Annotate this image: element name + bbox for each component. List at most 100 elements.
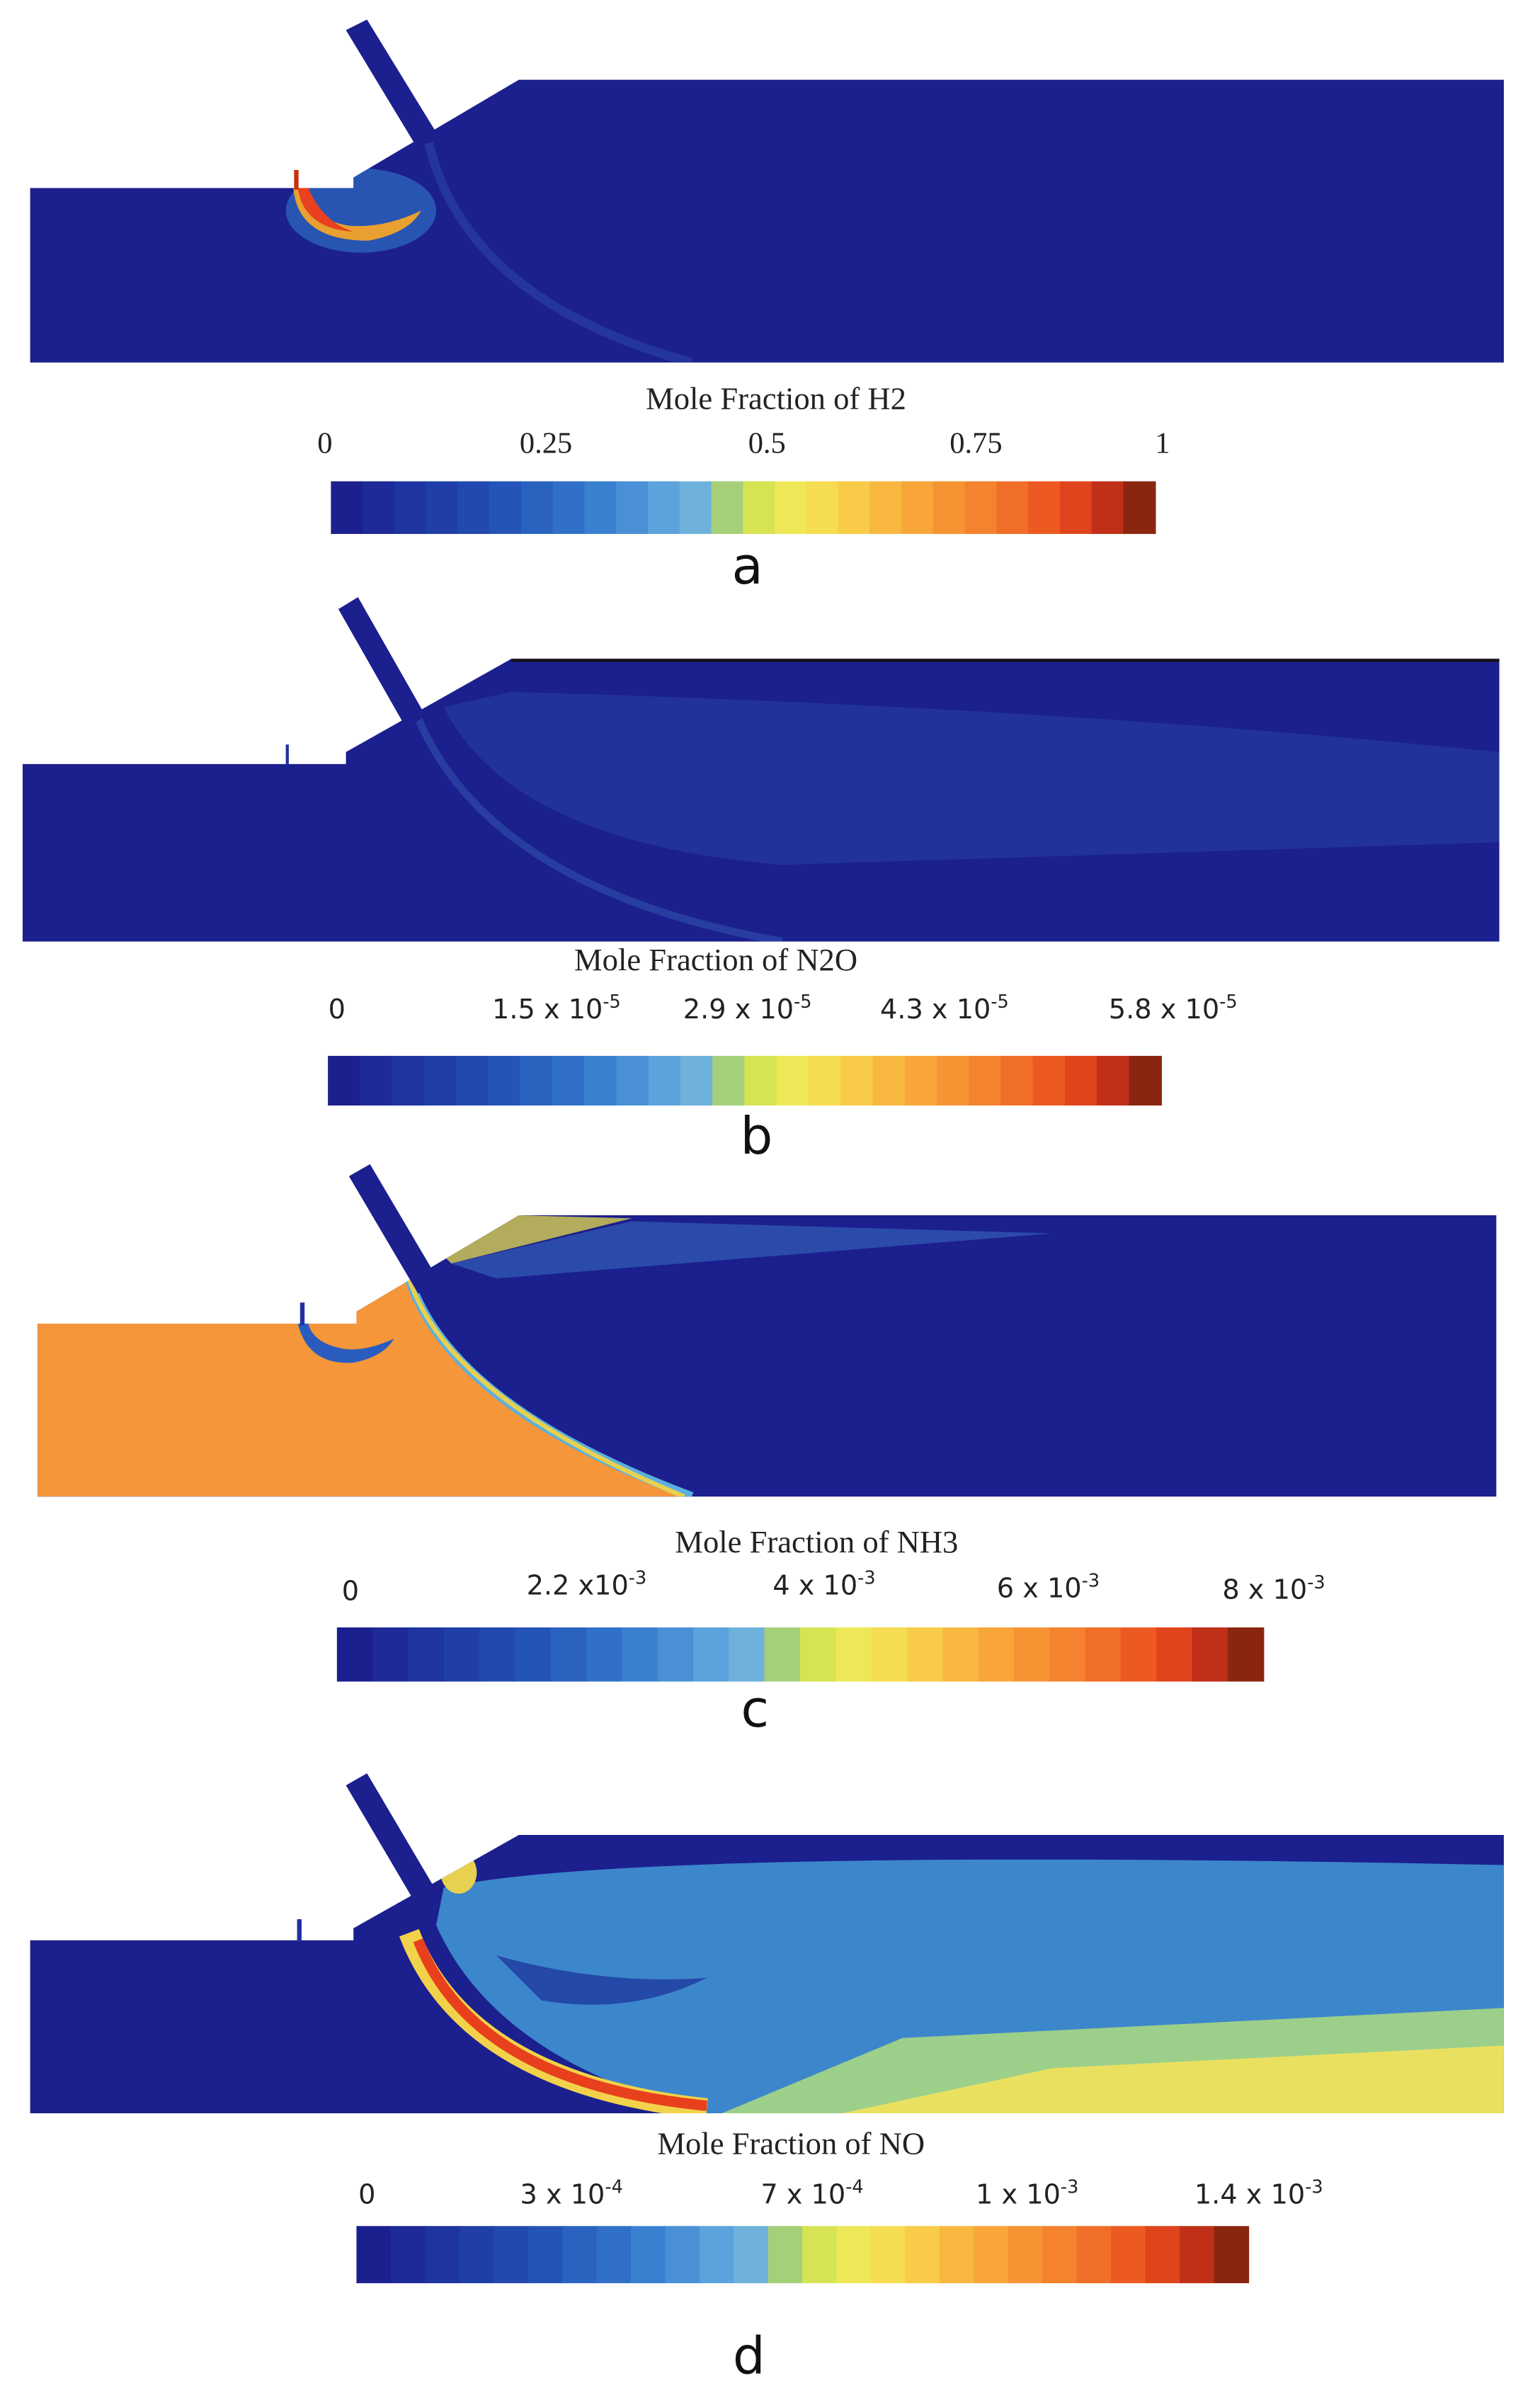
colorbar-step xyxy=(776,1055,810,1106)
colorbar-step xyxy=(1179,2226,1215,2283)
colorbar-step xyxy=(457,481,491,534)
colorbar-step xyxy=(456,1055,489,1106)
colorbar-step xyxy=(734,2226,769,2283)
colorbar-step xyxy=(515,1627,552,1682)
panel-label: a xyxy=(732,537,763,596)
tick-exponent: -3 xyxy=(1082,1571,1100,1592)
colorbar-step xyxy=(550,1627,588,1682)
tick-label: 4.3 x 10-5 xyxy=(880,991,1009,1025)
colorbar-step xyxy=(459,2226,495,2283)
colorbar-step xyxy=(1000,1055,1034,1106)
tick-exponent: -5 xyxy=(991,991,1008,1013)
tick-label: 0.5 xyxy=(748,426,786,460)
colorbar-step xyxy=(392,1055,426,1106)
tick-exponent: -5 xyxy=(1219,991,1237,1013)
colorbar-step xyxy=(648,1055,682,1106)
tick-exponent: -3 xyxy=(1307,1572,1325,1593)
colorbar-step xyxy=(425,2226,461,2283)
tick-text: 3 x 10 xyxy=(520,2179,605,2210)
tick-text: 7 x 10 xyxy=(760,2179,845,2210)
tick-label: 8 x 10-3 xyxy=(1222,1572,1325,1606)
tick-label: 0.25 xyxy=(520,426,572,460)
colorbar-step xyxy=(906,1627,944,1682)
colorbar-step xyxy=(904,1055,938,1106)
colorbar-step xyxy=(520,1055,554,1106)
tick-exponent: -3 xyxy=(629,1567,646,1588)
colorbar-step xyxy=(630,2226,666,2283)
field-a xyxy=(30,19,1504,363)
colorbar-step xyxy=(743,481,776,534)
colorbar-step xyxy=(1123,481,1156,534)
colorbar-step xyxy=(744,1055,777,1106)
colorbar-step xyxy=(942,1627,979,1682)
colorbar-step xyxy=(693,1627,730,1682)
colorbar xyxy=(328,1055,1162,1106)
colorbar-step xyxy=(328,1055,361,1106)
colorbar-step xyxy=(331,481,364,534)
colorbar-step xyxy=(729,1627,765,1682)
tick-label: 6 x 10-3 xyxy=(997,1571,1100,1605)
colorbar-step xyxy=(712,1055,746,1106)
colorbar-step xyxy=(764,1627,802,1682)
colorbar-step xyxy=(1032,1055,1066,1106)
tick-exponent: -3 xyxy=(857,1567,875,1588)
tick-label: 3 x 10-4 xyxy=(520,2177,623,2211)
colorbar-step xyxy=(426,481,459,534)
colorbar-step xyxy=(806,481,839,534)
colorbar-step xyxy=(978,1627,1015,1682)
colorbar-step xyxy=(494,2226,529,2283)
tick-exponent: -4 xyxy=(845,2177,863,2198)
colorbar-step xyxy=(584,481,617,534)
colorbar-step xyxy=(1091,481,1124,534)
tick-label: 0.75 xyxy=(949,426,1002,460)
colorbar-step xyxy=(768,2226,804,2283)
colorbar-step xyxy=(1145,2226,1181,2283)
colorbar xyxy=(331,481,1156,534)
colorbar-step xyxy=(869,481,903,534)
tick-text: 2.9 x 10 xyxy=(683,994,794,1025)
colorbar-step xyxy=(872,1055,906,1106)
colorbar-step xyxy=(1192,1627,1229,1682)
tick-text: 4.3 x 10 xyxy=(880,994,991,1025)
colorbar-title: Mole Fraction of N2O xyxy=(574,942,857,977)
tick-label: 7 x 10-4 xyxy=(760,2177,863,2211)
colorbar-step xyxy=(1064,1055,1098,1106)
colorbar-step xyxy=(360,1055,393,1106)
colorbar-step xyxy=(479,1627,516,1682)
tick-label: 2.2 x10-3 xyxy=(527,1567,647,1601)
colorbar-step xyxy=(799,1627,837,1682)
panel-label: c xyxy=(741,1680,769,1739)
colorbar-step xyxy=(802,2226,838,2283)
colorbar-step xyxy=(1013,1627,1051,1682)
tick-text: 4 x 10 xyxy=(772,1570,857,1601)
colorbar-step xyxy=(647,481,681,534)
colorbar-step xyxy=(838,481,871,534)
colorbar-step xyxy=(423,1055,457,1106)
tick-label: 0 xyxy=(329,994,346,1025)
tick-text: 5.8 x 10 xyxy=(1109,994,1219,1025)
colorbar-step xyxy=(974,2226,1010,2283)
colorbar-step xyxy=(394,481,427,534)
colorbar-step xyxy=(408,1627,445,1682)
colorbar-step xyxy=(372,1627,409,1682)
colorbar-step xyxy=(1042,2226,1078,2283)
colorbar-step xyxy=(489,481,523,534)
tick-label: 1 xyxy=(1155,426,1170,460)
colorbar-step xyxy=(699,2226,735,2283)
colorbar-step xyxy=(527,2226,564,2283)
colorbar-step xyxy=(808,1055,842,1106)
colorbar-step xyxy=(1028,481,1061,534)
colorbar-step xyxy=(520,481,554,534)
colorbar-step xyxy=(1156,1627,1193,1682)
colorbar-step xyxy=(356,2226,392,2283)
colorbar-step xyxy=(905,2226,941,2283)
colorbar-step xyxy=(616,481,649,534)
colorbar-step xyxy=(1120,1627,1158,1682)
colorbar-step xyxy=(1129,1055,1162,1106)
colorbar-step xyxy=(680,1055,714,1106)
colorbar-step xyxy=(835,1627,872,1682)
colorbar-step xyxy=(775,481,808,534)
colorbar-step xyxy=(836,2226,872,2283)
tick-exponent: -5 xyxy=(603,991,620,1013)
colorbar-step xyxy=(939,2226,975,2283)
